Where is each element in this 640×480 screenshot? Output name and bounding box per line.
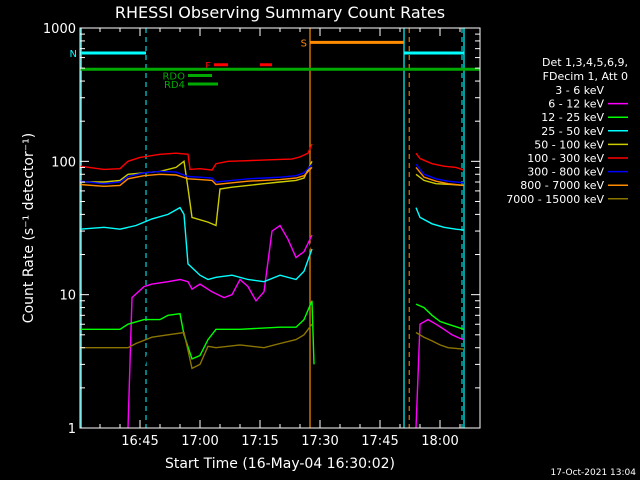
legend-header-0: Det 1,3,4,5,6,9, — [542, 56, 628, 69]
series-line-5-0 — [79, 143, 313, 171]
x-tick-label-4: 17:45 — [361, 434, 398, 449]
legend-label-1: 6 - 12 keV — [548, 98, 604, 111]
series-line-8-1 — [415, 331, 465, 350]
flag-label-5: RDO — [162, 72, 185, 83]
flag-label-6: RD4 — [164, 80, 185, 91]
legend-label-5: 100 - 300 keV — [527, 152, 604, 165]
series-line-4-0 — [80, 160, 313, 227]
legend-label-0: 3 - 6 keV — [555, 84, 604, 97]
series-line-7-0 — [79, 166, 313, 188]
series-line-1-1 — [415, 318, 465, 429]
legend-label-4: 50 - 100 keV — [534, 138, 604, 151]
y-axis-label: Count Rate (s⁻¹ detector⁻¹) — [21, 133, 37, 323]
legend: Det 1,3,4,5,6,9,FDecim 1, Att 03 - 6 keV… — [506, 56, 628, 206]
flag-label-0: N — [70, 49, 77, 60]
legend-label-6: 300 - 800 keV — [527, 166, 604, 179]
series-line-1-0 — [127, 224, 313, 429]
x-tick-label-5: 18:00 — [421, 434, 458, 449]
series-line-0-0 — [125, 241, 313, 429]
series-line-2-1 — [415, 303, 465, 330]
y-tick-label-0: 1000 — [43, 22, 76, 37]
chart-title: RHESSI Observing Summary Count Rates — [115, 3, 445, 22]
y-tick-label-3: 1 — [68, 422, 76, 437]
y-tick-label-1: 100 — [51, 155, 76, 170]
series-line-6-0 — [79, 163, 313, 185]
flag-label-2: S — [301, 38, 307, 49]
axes: 16:45 17:00 17:15 17:30 17:45 18:00 1000 100 10 1 — [43, 22, 480, 449]
footer-timestamp: 17-Oct-2021 13:04 — [551, 468, 637, 478]
x-tick-label-2: 17:15 — [241, 434, 278, 449]
series-line-6-1 — [415, 163, 465, 184]
legend-header-1: FDecim 1, Att 0 — [543, 70, 628, 83]
legend-label-2: 12 - 25 keV — [541, 111, 604, 124]
flag-label-3: F — [205, 61, 211, 72]
x-tick-label-3: 17:30 — [301, 434, 338, 449]
x-tick-label-1: 17:00 — [181, 434, 218, 449]
y-tick-label-2: 10 — [59, 289, 76, 304]
series-line-2-0 — [80, 300, 315, 365]
series-line-5-1 — [415, 152, 465, 171]
legend-label-8: 7000 - 15000 keV — [506, 193, 604, 206]
x-axis-label: Start Time (16-May-04 16:30:02) — [165, 456, 395, 472]
series-line-3-1 — [415, 207, 465, 231]
series-line-8-0 — [80, 323, 313, 370]
x-tick-label-0: 16:45 — [121, 434, 158, 449]
series-line-7-1 — [415, 166, 465, 187]
legend-label-3: 25 - 50 keV — [541, 125, 604, 138]
legend-label-7: 800 - 7000 keV — [520, 179, 604, 192]
series-line-3-0 — [79, 206, 313, 283]
